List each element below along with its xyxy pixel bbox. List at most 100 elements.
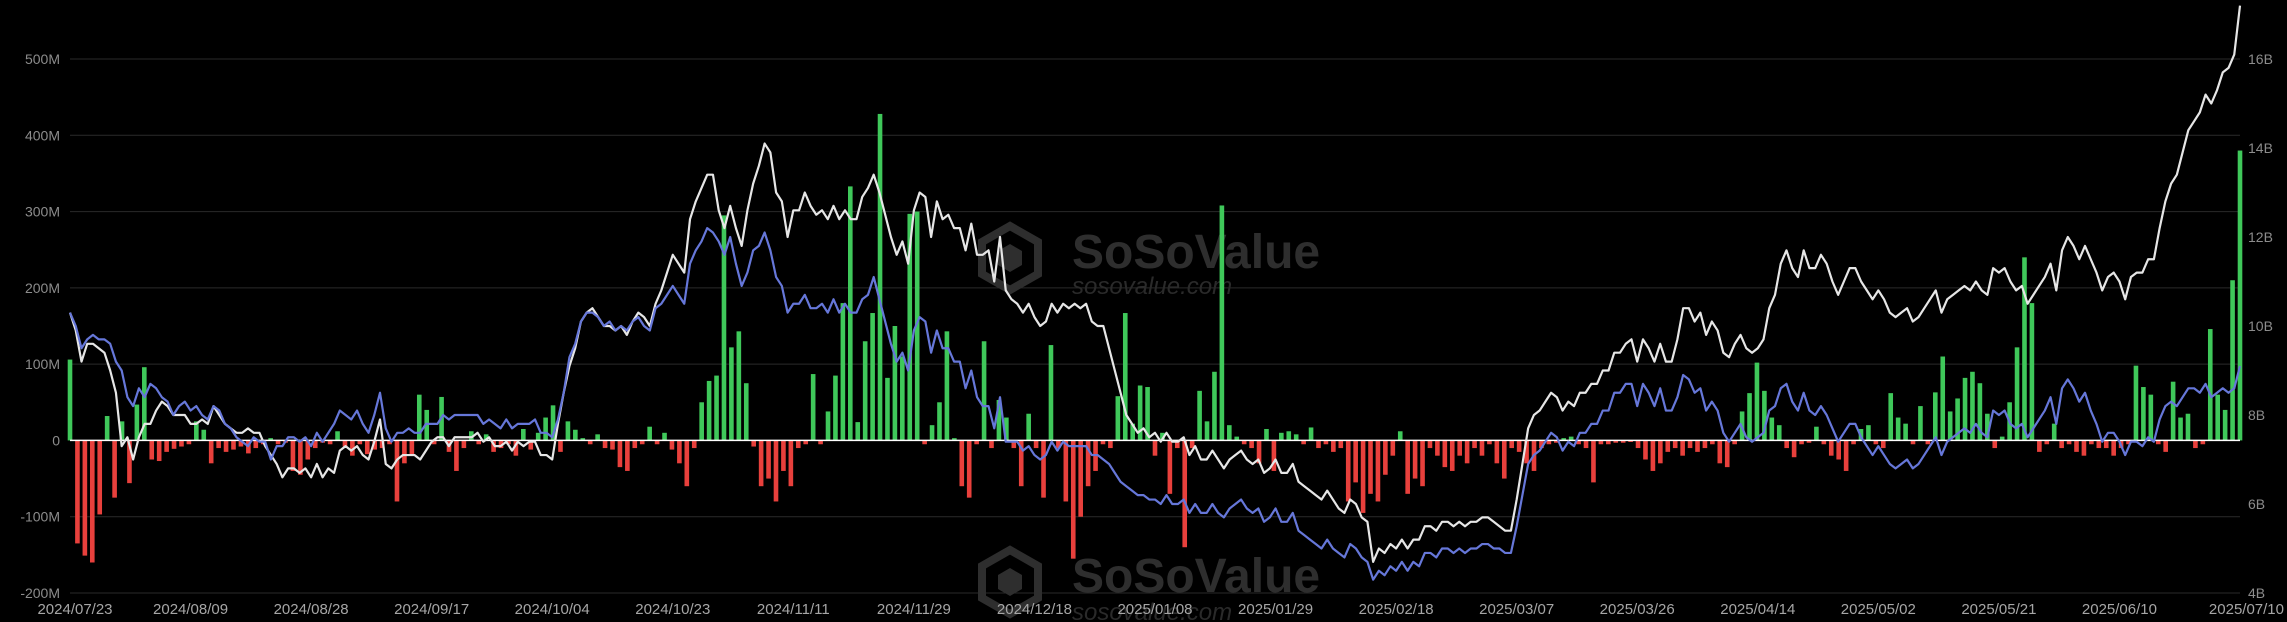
flow-bar xyxy=(521,428,526,441)
flow-bar xyxy=(402,440,407,464)
flow-bar xyxy=(2148,394,2154,441)
flow-bar xyxy=(1762,390,1767,441)
flow-bar xyxy=(1710,440,1715,445)
flow-bar xyxy=(275,440,281,445)
flow-bar xyxy=(2170,381,2176,441)
flow-bar xyxy=(1375,440,1381,502)
flow-bar xyxy=(2193,440,2198,449)
flow-bar xyxy=(2111,440,2116,456)
flow-bar xyxy=(112,440,117,498)
flow-bar xyxy=(543,417,548,441)
right-axis-tick-label: 6B xyxy=(2248,496,2265,512)
flow-bar xyxy=(1026,413,1031,441)
flow-bar xyxy=(1539,440,1544,449)
flow-bar xyxy=(610,440,615,450)
right-axis-tick-label: 14B xyxy=(2248,140,2273,156)
flow-bar xyxy=(119,421,125,441)
flow-bar xyxy=(208,440,214,464)
flow-bar xyxy=(587,440,593,445)
left-axis-tick-label: -200M xyxy=(20,585,60,601)
flow-bar xyxy=(1687,440,1693,449)
flow-bar xyxy=(2014,347,2020,441)
flow-bar xyxy=(2185,413,2191,441)
flow-bar xyxy=(1115,396,1121,441)
flow-bar xyxy=(290,440,296,471)
flow-bar xyxy=(1620,440,1626,443)
flow-bar xyxy=(238,440,244,447)
flow-bar xyxy=(1836,440,1841,460)
flow-bar xyxy=(1524,440,1529,464)
flow-bar xyxy=(989,440,994,449)
flow-bar xyxy=(1992,440,1998,449)
flow-bar xyxy=(1048,345,1054,441)
flow-bar xyxy=(2096,440,2102,449)
right-axis-tick-label: 10B xyxy=(2248,318,2273,334)
left-axis-tick-label: -100M xyxy=(20,509,60,525)
x-axis-tick-label: 2025/05/21 xyxy=(1961,601,2036,618)
flow-bar xyxy=(558,440,563,452)
flow-bar xyxy=(699,402,704,441)
flow-bar xyxy=(1784,440,1789,449)
flow-bar xyxy=(268,438,273,441)
flow-bar xyxy=(1308,427,1314,441)
flow-bar xyxy=(2178,417,2183,441)
flow-bar xyxy=(840,303,846,441)
flow-bar xyxy=(1591,440,1596,483)
flow-bar xyxy=(2215,394,2221,441)
flow-bar xyxy=(1985,413,1990,441)
flow-bar xyxy=(885,377,890,441)
flow-bar xyxy=(684,440,690,487)
flow-bar xyxy=(1286,431,1292,441)
flow-bar xyxy=(743,383,749,441)
flow-bar xyxy=(907,213,913,441)
flow-bar xyxy=(677,440,682,464)
flow-bar xyxy=(937,402,942,441)
flow-bar xyxy=(1011,440,1017,449)
flow-bar xyxy=(706,380,712,441)
flow-bar xyxy=(1457,440,1462,456)
flow-bar xyxy=(1063,440,1069,502)
flow-bar xyxy=(1843,440,1849,471)
flow-bar xyxy=(416,394,422,441)
flow-bar xyxy=(810,374,816,441)
flow-bar xyxy=(350,440,355,456)
flow-bar xyxy=(506,440,511,445)
flow-bar xyxy=(781,440,786,471)
flow-bar xyxy=(1249,440,1254,449)
flow-bar xyxy=(357,440,363,445)
watermark-brand: SoSoValue xyxy=(1072,226,1320,279)
flow-bar xyxy=(1122,313,1128,441)
flow-bar xyxy=(1472,440,1477,449)
flow-bar xyxy=(1999,436,2005,441)
flow-bar xyxy=(892,326,898,441)
flow-bar xyxy=(1100,440,1106,445)
flow-bar xyxy=(1234,436,1240,441)
flow-bar xyxy=(1018,440,1024,487)
flow-bar xyxy=(513,440,519,456)
flow-bar xyxy=(2059,440,2064,449)
flow-bar xyxy=(2155,440,2161,445)
flow-bar xyxy=(1435,440,1440,456)
watermark-bottom: SoSoValue sosovalue.com xyxy=(978,545,1320,622)
flow-bar xyxy=(1360,440,1366,513)
flow-bar xyxy=(104,416,110,441)
left-axis-tick-label: 100M xyxy=(25,356,60,372)
flow-bar xyxy=(550,405,556,441)
flow-bar xyxy=(1345,440,1351,502)
right-axis-ticks: 4B 6B 8B 10B 12B 14B 16B xyxy=(2248,51,2273,601)
flow-bar xyxy=(75,440,80,544)
flow-bar xyxy=(1568,436,1574,441)
flow-bar xyxy=(1427,440,1433,449)
flow-bar xyxy=(1182,440,1188,548)
flow-bar xyxy=(1487,440,1492,445)
x-axis-tick-label: 2025/02/18 xyxy=(1359,601,1434,618)
right-axis-tick-label: 8B xyxy=(2248,407,2265,423)
watermark-logo-icon xyxy=(978,545,1042,619)
flow-bar xyxy=(1554,440,1559,443)
x-axis-tick-label: 2024/09/17 xyxy=(394,601,469,618)
flow-bar xyxy=(476,440,482,445)
flow-bar xyxy=(1041,440,1046,498)
flow-bar xyxy=(1866,425,1871,441)
flow-bar xyxy=(662,432,667,441)
watermark-top: SoSoValue sosovalue.com xyxy=(978,221,1320,300)
